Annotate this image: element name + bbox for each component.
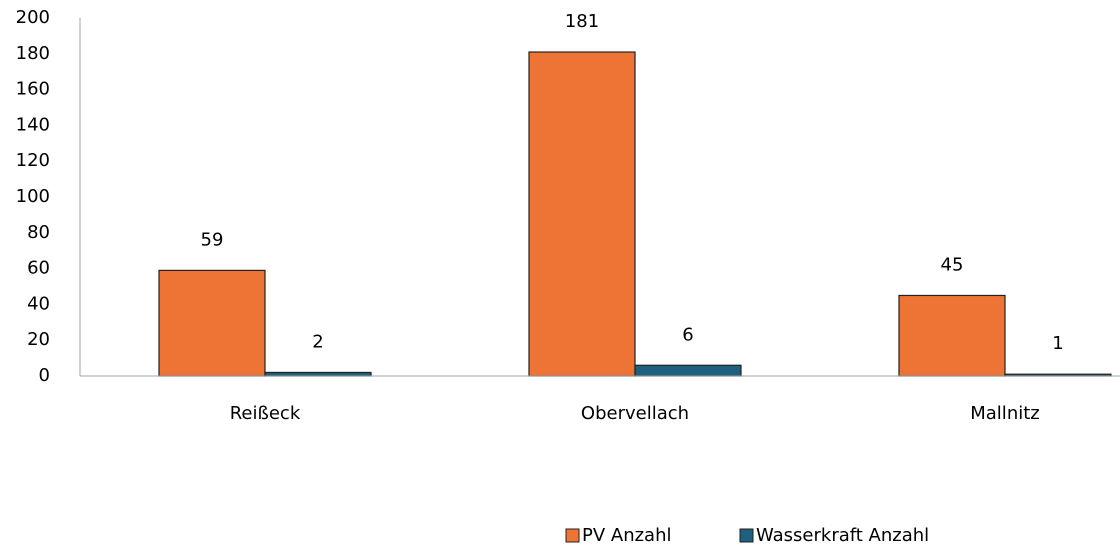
y-tick-label: 20 (27, 329, 50, 350)
x-tick-label: Mallnitz (970, 403, 1039, 424)
y-tick-label: 40 (27, 293, 50, 314)
y-tick-label: 60 (27, 258, 50, 279)
y-tick-label: 120 (16, 150, 50, 171)
bar (634, 364, 742, 377)
y-tick-label: 160 (16, 79, 50, 100)
data-label: 6 (682, 324, 693, 345)
data-label: 59 (201, 229, 224, 250)
data-label: 2 (312, 331, 323, 352)
x-tick-label: Reißeck (230, 403, 301, 424)
data-label: 181 (565, 11, 599, 32)
legend-swatch (739, 528, 754, 543)
x-tick-label: Obervellach (581, 403, 689, 424)
y-tick-label: 0 (39, 365, 50, 386)
bar (264, 371, 372, 377)
bar (158, 269, 266, 377)
y-tick-label: 180 (16, 43, 50, 64)
y-tick-label: 100 (16, 186, 50, 207)
legend-label: PV Anzahl (582, 525, 672, 546)
legend-swatch (565, 528, 580, 543)
data-label: 1 (1052, 333, 1063, 354)
legend-label: Wasserkraft Anzahl (756, 525, 929, 546)
y-tick-label: 140 (16, 114, 50, 135)
bar (528, 51, 636, 377)
data-label: 45 (941, 254, 964, 275)
y-tick-label: 200 (16, 7, 50, 28)
y-tick-label: 80 (27, 222, 50, 243)
bar (898, 294, 1006, 377)
